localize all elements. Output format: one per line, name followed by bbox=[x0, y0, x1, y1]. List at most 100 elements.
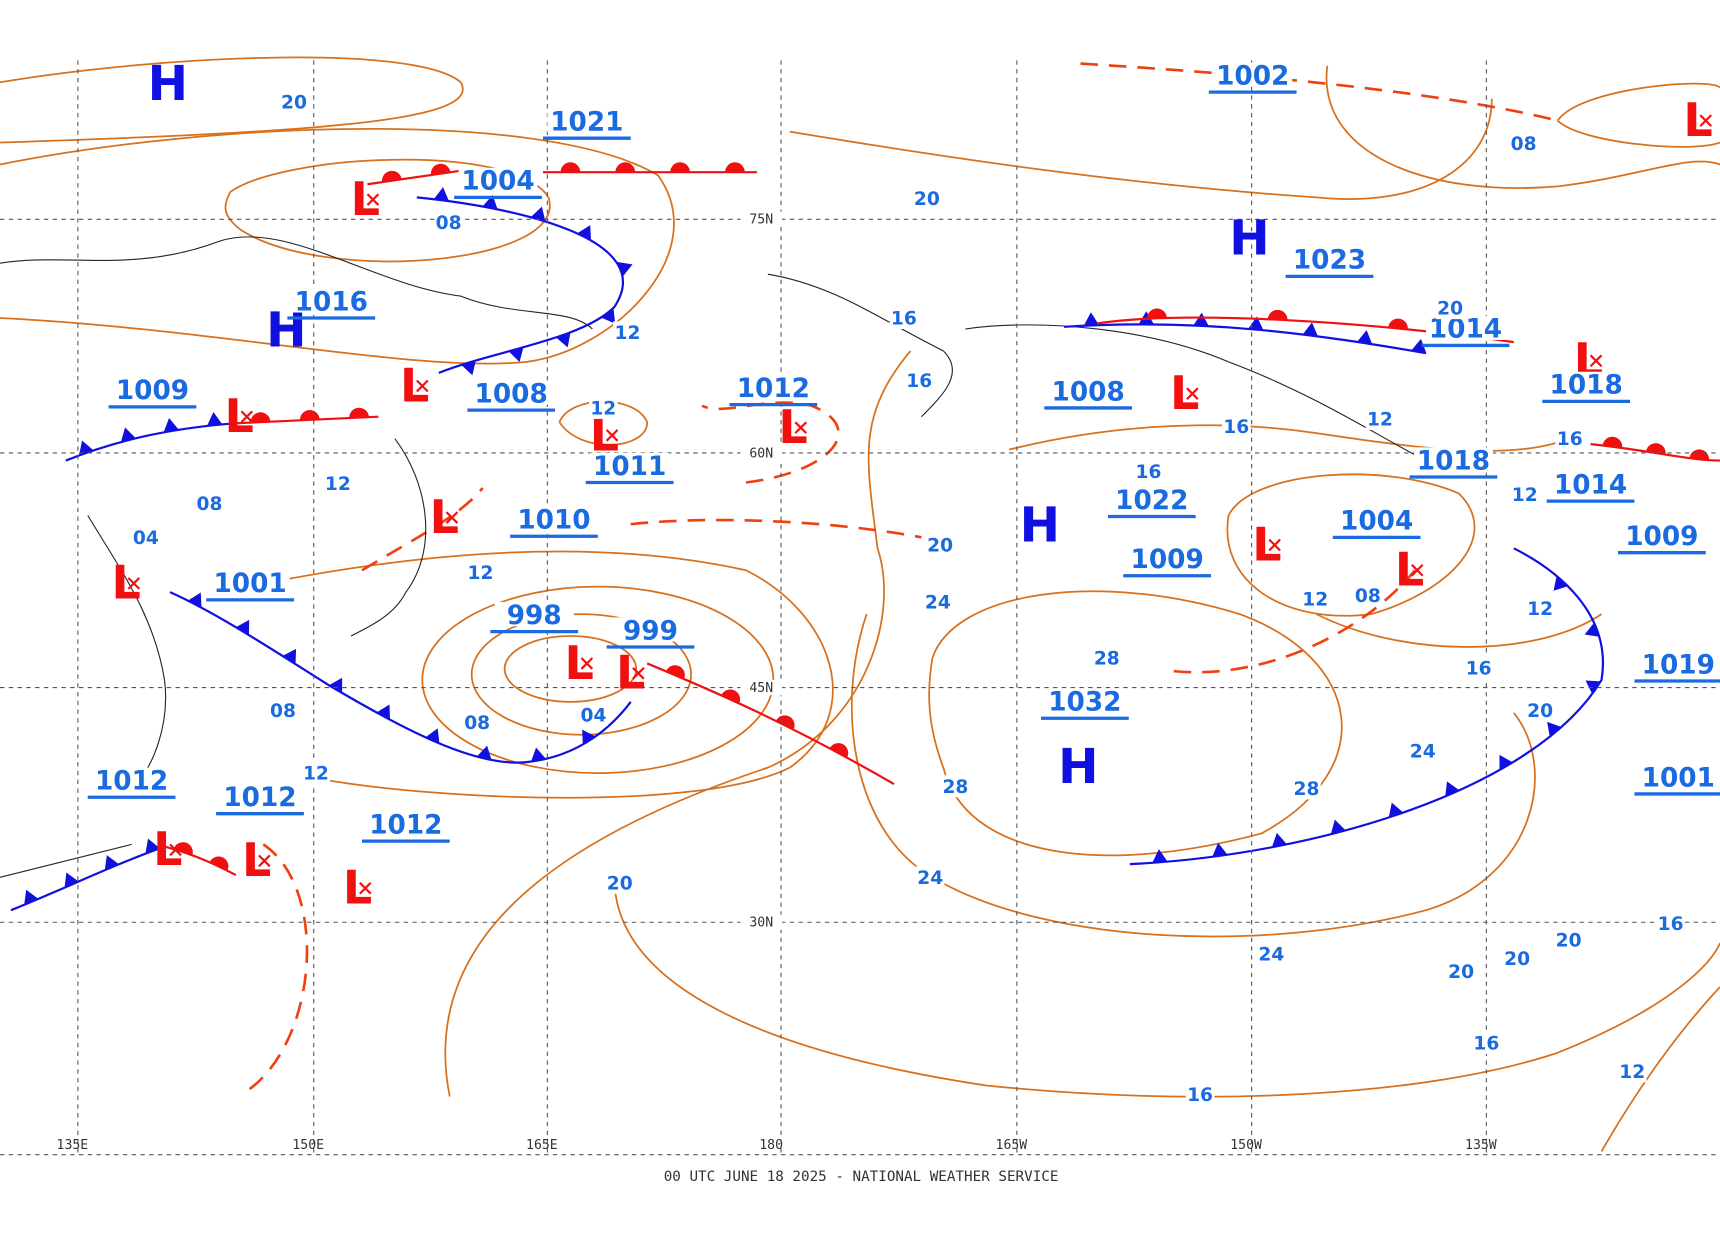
pressure-bg bbox=[220, 784, 300, 809]
isobar-label-bg bbox=[1365, 407, 1395, 430]
isobar-label: 20 bbox=[281, 93, 307, 114]
cold-front-barb bbox=[601, 308, 616, 324]
pressure-bg bbox=[291, 288, 371, 313]
low-mark bbox=[359, 881, 372, 895]
pressure-bg bbox=[471, 380, 551, 405]
low-symbol: L bbox=[565, 636, 594, 690]
longitude-label: 135E bbox=[57, 1138, 89, 1153]
coastline bbox=[965, 324, 1427, 462]
pressure-bg bbox=[1337, 507, 1417, 532]
isobar-label: 24 bbox=[925, 593, 951, 614]
center-pressure: 1009 bbox=[1625, 522, 1698, 552]
high-symbol: H bbox=[1020, 498, 1060, 554]
trough bbox=[1080, 62, 1558, 122]
isobar-label: 28 bbox=[1293, 779, 1319, 800]
trough bbox=[630, 518, 922, 539]
cold-front-barb bbox=[577, 225, 591, 241]
isobar-label: 08 bbox=[464, 713, 490, 734]
cold-front-barb bbox=[235, 619, 250, 636]
trough bbox=[246, 843, 309, 1093]
isobar-label: 24 bbox=[1258, 945, 1284, 966]
isobar-label-bg bbox=[1472, 1031, 1501, 1054]
cold-front-barb bbox=[163, 418, 179, 433]
cold-front-barb bbox=[508, 347, 524, 363]
coastline bbox=[0, 236, 593, 330]
low-mark bbox=[1186, 387, 1199, 400]
warm-front-barb bbox=[721, 689, 741, 704]
isobar-label-bg bbox=[434, 211, 463, 234]
warm-front-barb bbox=[173, 842, 193, 856]
low-mark bbox=[605, 429, 619, 442]
isobar-label-bg bbox=[904, 369, 934, 392]
cold-front-barb bbox=[282, 648, 297, 665]
center-pressure: 1019 bbox=[1642, 650, 1715, 680]
pressure-bg bbox=[514, 506, 594, 531]
isobar-label-bg bbox=[1221, 415, 1251, 438]
low-mark bbox=[632, 667, 645, 680]
front bbox=[416, 196, 624, 374]
isobar-label-bg bbox=[613, 321, 642, 344]
center-pressure: 1001 bbox=[213, 569, 286, 599]
isobar-label: 16 bbox=[1223, 417, 1249, 438]
pressure-bg bbox=[733, 375, 813, 400]
isobar-label-bg bbox=[1408, 740, 1437, 763]
center-pressure: 1018 bbox=[1417, 446, 1490, 476]
cold-front-barb bbox=[1547, 721, 1562, 737]
low-symbol: L bbox=[111, 556, 140, 610]
isobar bbox=[1226, 473, 1476, 617]
center-pressure: 1023 bbox=[1293, 246, 1366, 276]
latitude-label: 60N bbox=[749, 446, 773, 461]
longitude-label: 180 bbox=[759, 1138, 783, 1153]
latitude-label-bg bbox=[740, 445, 783, 461]
pressure-bg bbox=[366, 811, 446, 836]
pressure-bg bbox=[112, 377, 192, 402]
cold-front-barb bbox=[617, 261, 633, 277]
center-pressure: 1011 bbox=[593, 452, 666, 482]
center-pressure: 1004 bbox=[1340, 507, 1413, 537]
isobar-label-bg bbox=[1300, 587, 1330, 610]
isobar bbox=[503, 635, 638, 703]
cold-front-barb bbox=[530, 206, 546, 222]
center-pressure: 1014 bbox=[1554, 470, 1627, 500]
isobar-label-bg bbox=[589, 396, 618, 419]
low-symbol: L bbox=[1395, 543, 1424, 597]
footer: 00 UTC JUNE 18 2025 - NATIONAL WEATHER S… bbox=[664, 1169, 1059, 1185]
isobar-label: 08 bbox=[1355, 586, 1381, 607]
isobar-label: 12 bbox=[1367, 409, 1393, 430]
isobar-label: 16 bbox=[1136, 462, 1162, 483]
center-pressure: 1032 bbox=[1048, 688, 1121, 718]
low-mark bbox=[1410, 563, 1424, 577]
isobar-label: 20 bbox=[1448, 962, 1474, 983]
low-symbol: L bbox=[343, 861, 372, 915]
low-mark bbox=[794, 421, 808, 434]
pressure-bg bbox=[210, 570, 290, 595]
isobar bbox=[219, 550, 834, 799]
warm-front-barb bbox=[209, 856, 229, 871]
pressure-bg bbox=[1112, 486, 1192, 512]
front bbox=[646, 662, 895, 786]
latitude-label: 30N bbox=[749, 916, 773, 931]
center-pressure: 1009 bbox=[1131, 545, 1204, 575]
isobar-label-bg bbox=[1257, 943, 1286, 966]
isobar bbox=[1325, 65, 1720, 189]
warm-front-barb bbox=[665, 665, 685, 679]
cold-front-barb bbox=[24, 889, 39, 905]
trough bbox=[701, 401, 840, 484]
cold-front-barb bbox=[476, 745, 492, 761]
isobar-label: 12 bbox=[614, 323, 640, 344]
longitude-label: 165E bbox=[526, 1138, 558, 1153]
isobar-label: 12 bbox=[303, 764, 329, 785]
coastlines bbox=[0, 236, 1427, 878]
cold-front-barb bbox=[582, 729, 596, 745]
isobars bbox=[0, 56, 1720, 1152]
trough bbox=[1173, 569, 1417, 674]
isobar-label-bg bbox=[923, 591, 953, 614]
warm-front-barb bbox=[670, 162, 690, 173]
high-symbol: H bbox=[148, 56, 188, 112]
isobar-label: 20 bbox=[1504, 949, 1530, 970]
center-pressure: 1004 bbox=[461, 167, 534, 197]
isobar bbox=[0, 128, 675, 365]
